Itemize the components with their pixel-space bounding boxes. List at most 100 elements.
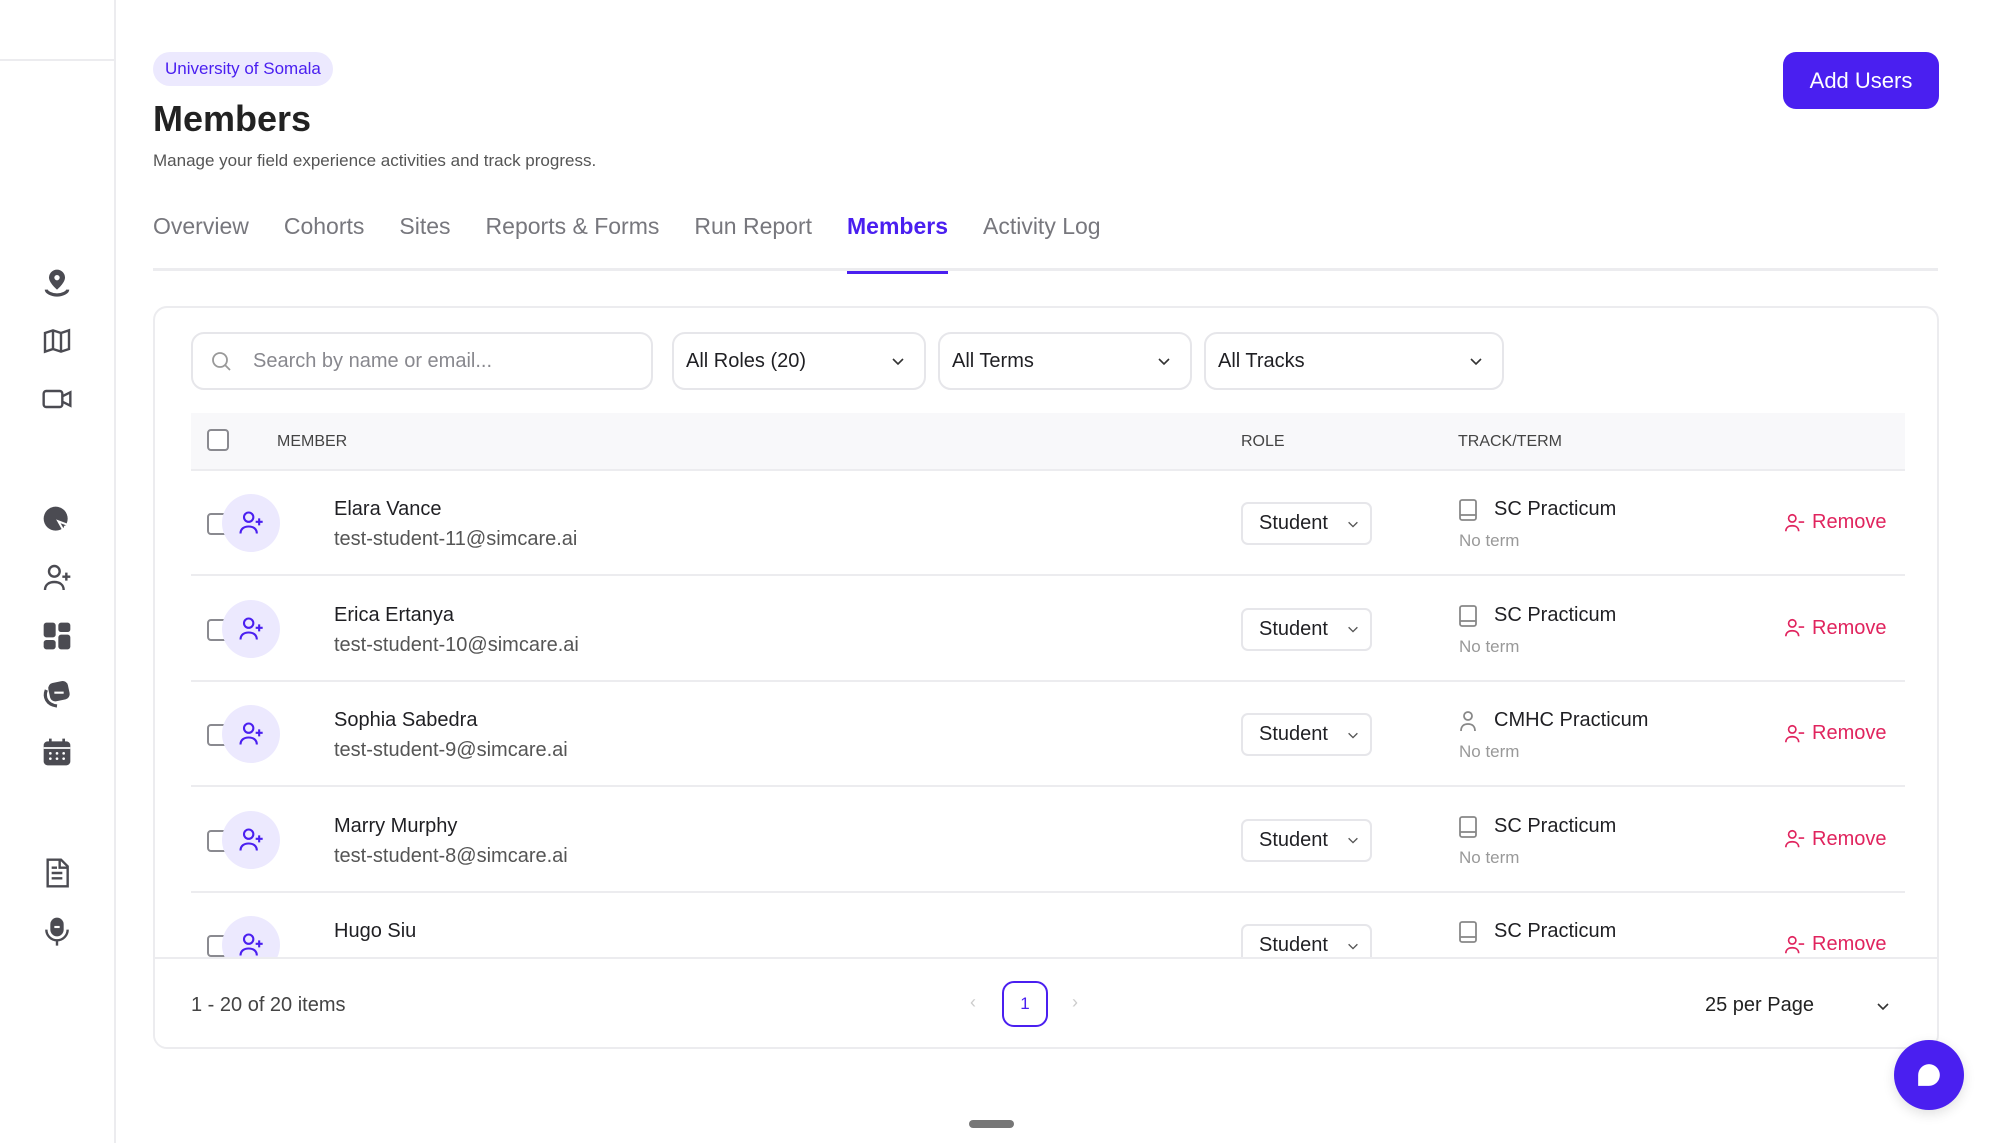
add-user-icon[interactable]	[40, 561, 74, 595]
term-label: No term	[1459, 531, 1520, 550]
book-icon	[1459, 815, 1477, 838]
term-label: No term	[1459, 742, 1520, 761]
tab-bar: Overview Cohorts Sites Reports & Forms R…	[153, 205, 1938, 274]
chevron-down-icon	[1877, 1003, 1889, 1011]
dashboard-grid-icon[interactable]	[40, 619, 74, 653]
avatar	[222, 810, 280, 869]
member-name: Erica Ertanya	[334, 603, 455, 626]
track-name: SC Practicum	[1494, 814, 1617, 837]
track-name: SC Practicum	[1494, 498, 1617, 520]
remove-user-icon	[1785, 618, 1805, 637]
tab-activity-log[interactable]: Activity Log	[982, 213, 1101, 239]
chat-bubble-icon	[1918, 1064, 1940, 1086]
per-page-select[interactable]: 25 per Page	[1705, 994, 1905, 1017]
role-select[interactable]: Student	[1241, 818, 1372, 862]
remove-label: Remove	[1812, 511, 1887, 533]
video-icon[interactable]	[40, 382, 74, 416]
cards-icon[interactable]	[40, 677, 74, 711]
items-count: 1 - 20 of 20 items	[191, 994, 346, 1016]
search-box[interactable]	[191, 332, 653, 390]
page-title: Members	[153, 98, 312, 139]
remove-button[interactable]: Remove	[1784, 511, 1886, 534]
remove-label: Remove	[1812, 722, 1887, 744]
org-badge: University of Somala	[153, 52, 333, 86]
table-body[interactable]: Elara Vance test-student-11@simcare.ai S…	[191, 471, 1905, 957]
microphone-icon[interactable]	[40, 914, 74, 948]
add-user-icon	[239, 511, 263, 534]
add-user-icon	[239, 722, 263, 745]
remove-label: Remove	[1812, 616, 1887, 639]
book-icon	[1459, 921, 1477, 943]
remove-button[interactable]: Remove	[1784, 933, 1886, 956]
remove-user-icon	[1785, 829, 1805, 848]
table-row: Sophia Sabedra test-student-9@simcare.ai…	[191, 682, 1905, 787]
remove-button[interactable]: Remove	[1784, 617, 1886, 640]
terms-filter[interactable]: All Terms	[938, 332, 1192, 390]
add-users-button[interactable]: Add Users	[1783, 52, 1939, 109]
next-page-icon[interactable]: ›	[1072, 992, 1078, 1012]
track-name: SC Practicum	[1494, 920, 1617, 942]
map-icon[interactable]	[40, 324, 74, 358]
role-value: Student	[1259, 828, 1328, 851]
page-subtitle: Manage your field experience activities …	[153, 151, 597, 170]
role-select[interactable]: Student	[1241, 713, 1372, 756]
remove-user-icon	[1785, 513, 1805, 531]
tracks-filter[interactable]: All Tracks	[1204, 332, 1504, 390]
prev-page-icon[interactable]: ‹	[970, 992, 976, 1012]
tab-overview[interactable]: Overview	[153, 213, 249, 239]
chat-send-icon[interactable]	[40, 503, 74, 537]
per-page-value: 25 per Page	[1705, 994, 1814, 1016]
avatar	[222, 599, 280, 658]
select-all-checkbox[interactable]	[207, 429, 229, 451]
header-member: MEMBER	[277, 433, 348, 450]
calendar-icon[interactable]	[40, 735, 74, 769]
member-email: test-student-10@simcare.ai	[334, 633, 579, 656]
role-select[interactable]: Student	[1241, 502, 1372, 545]
roles-filter[interactable]: All Roles (20)	[672, 332, 926, 390]
chevron-down-icon	[892, 358, 904, 366]
members-card: All Roles (20) All Terms All Tracks MEMB…	[153, 306, 1939, 1049]
tab-run-report[interactable]: Run Report	[694, 213, 812, 239]
document-icon[interactable]	[40, 856, 74, 890]
sidebar	[0, 0, 116, 1143]
drag-handle[interactable]	[969, 1120, 1014, 1128]
chevron-down-icon	[1348, 521, 1358, 528]
remove-button[interactable]: Remove	[1784, 828, 1886, 851]
chevron-down-icon	[1348, 732, 1358, 739]
tab-cohorts[interactable]: Cohorts	[283, 213, 365, 239]
remove-label: Remove	[1812, 933, 1887, 955]
member-name: Hugo Siu	[334, 920, 417, 942]
role-select[interactable]: Student	[1241, 924, 1372, 957]
table-header: MEMBER ROLE TRACK/TERM	[191, 413, 1905, 471]
sidebar-divider	[0, 59, 115, 61]
member-email: test-student-8@simcare.ai	[334, 844, 568, 867]
person-icon	[1460, 711, 1476, 732]
chevron-down-icon	[1158, 358, 1170, 366]
remove-user-icon	[1785, 935, 1805, 953]
tab-reports-forms[interactable]: Reports & Forms	[485, 213, 660, 239]
page-1-button[interactable]: 1	[1002, 981, 1048, 1027]
role-value: Student	[1259, 617, 1328, 640]
member-email: test-student-9@simcare.ai	[334, 739, 568, 761]
chevron-down-icon	[1348, 626, 1358, 633]
track-name: CMHC Practicum	[1494, 709, 1649, 731]
role-select[interactable]: Student	[1241, 607, 1372, 651]
term-label: No term	[1459, 847, 1520, 867]
book-icon	[1459, 499, 1477, 521]
table-row: Marry Murphy test-student-8@simcare.ai S…	[191, 788, 1905, 893]
remove-button[interactable]: Remove	[1784, 722, 1886, 745]
table-row: Erica Ertanya test-student-10@simcare.ai…	[191, 577, 1905, 682]
tracks-filter-value: All Tracks	[1218, 349, 1305, 372]
member-name: Marry Murphy	[334, 814, 458, 837]
track-name: SC Practicum	[1494, 603, 1617, 626]
tab-members[interactable]: Members	[847, 205, 948, 274]
chat-button[interactable]	[1894, 1040, 1964, 1110]
remove-user-icon	[1785, 724, 1805, 742]
location-pin-icon[interactable]	[40, 266, 74, 300]
search-input[interactable]	[253, 349, 613, 373]
avatar	[222, 916, 280, 957]
role-value: Student	[1259, 723, 1328, 745]
tab-sites[interactable]: Sites	[399, 213, 451, 239]
table-row: Hugo Siu Student SC Practicum Remove	[191, 893, 1905, 957]
search-icon	[212, 352, 231, 371]
